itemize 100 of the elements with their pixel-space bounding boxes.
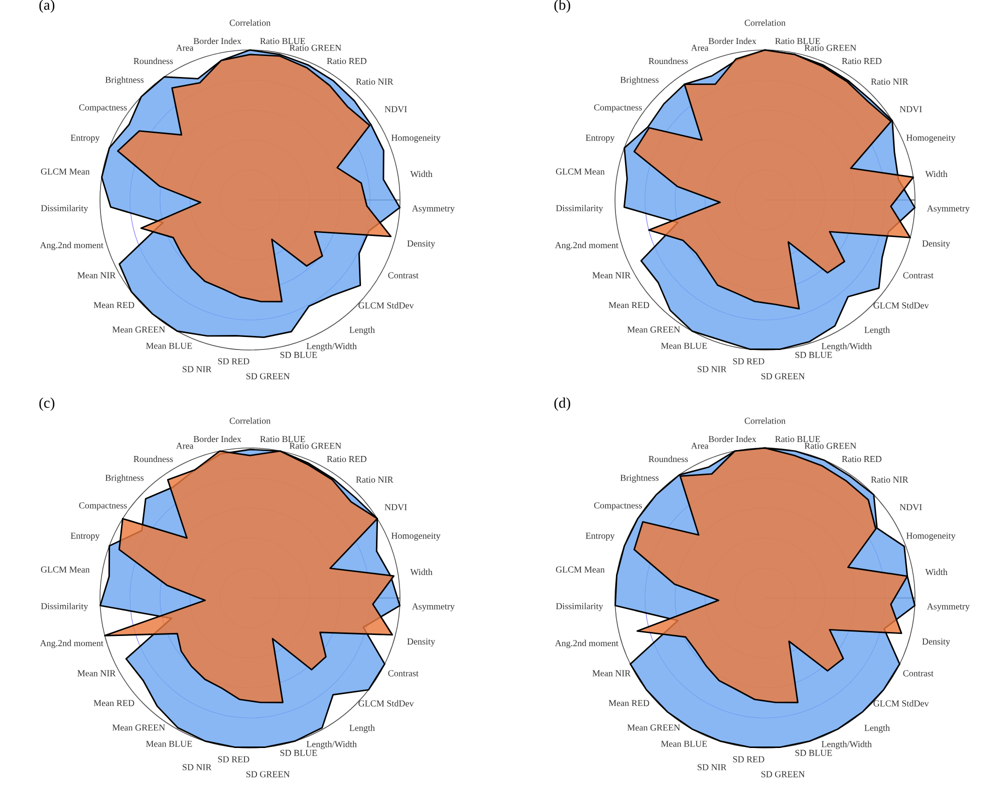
spoke-label: Homogeneity (391, 134, 440, 143)
spoke-label: Mean RED (94, 302, 134, 308)
spoke-label: SD NIR (698, 366, 727, 372)
spoke-label: Ratio RED (842, 58, 882, 64)
spoke-label: Length (864, 724, 890, 733)
spoke-label: Border Index (194, 38, 242, 44)
spoke-label: GLCM StdDev (358, 700, 414, 706)
spoke-label: Ratio GREEN (804, 442, 856, 449)
spoke-label: Density (922, 240, 950, 248)
spoke-label: Contrast (903, 272, 934, 278)
spoke-label: Width (925, 568, 948, 576)
spoke-label: SD GREEN (246, 373, 290, 380)
spoke-label: Ratio BLUE (775, 38, 820, 44)
spoke-label: Width (925, 170, 948, 178)
spoke-label: Dissimilarity (556, 602, 604, 612)
spoke-label: Roundness (648, 456, 688, 462)
spoke-label: Mean BLUE (661, 342, 707, 349)
spoke-label: SD GREEN (246, 771, 290, 778)
spoke-label: Contrast (388, 670, 419, 676)
spoke-label: Ang.2nd moment (555, 242, 618, 250)
spoke-label: GLCM Mean (41, 566, 90, 573)
spoke-label: Ratio RED (326, 456, 366, 462)
spoke-label: Ratio BLUE (775, 436, 820, 442)
spoke-label: Ratio RED (326, 58, 366, 64)
spoke-label: Mean GREEN (112, 724, 166, 731)
spoke-label: Correlation (744, 418, 786, 424)
spoke-label: Asymmetry (926, 205, 970, 214)
spoke-label: Ratio NIR (356, 476, 394, 483)
spoke-label: Roundness (134, 58, 173, 64)
spoke-label: Ang.2nd moment (40, 242, 104, 250)
spoke-label: GLCM StdDev (874, 700, 929, 706)
spoke-label: Border Index (708, 436, 756, 442)
spoke-label: Asymmetry (926, 603, 970, 612)
spoke-label: Dissimilarity (41, 204, 88, 214)
spoke-label: SD RED (733, 756, 764, 762)
spoke-label: Density (407, 638, 436, 646)
spoke-label: Brightness (105, 76, 144, 85)
spoke-label: Density (407, 240, 436, 248)
spoke-label: NDVI (384, 106, 407, 112)
spoke-label: Width (410, 568, 432, 576)
spoke-label: SD BLUE (795, 352, 832, 358)
spoke-label: Length/Width (306, 740, 357, 750)
spoke-label: Homogeneity (391, 532, 440, 541)
spoke-label: Mean NIR (77, 670, 116, 676)
spoke-label: SD BLUE (280, 750, 317, 756)
spoke-label: Mean RED (608, 302, 650, 308)
spoke-label: Width (410, 170, 432, 178)
spoke-label: NDVI (900, 504, 922, 510)
spoke-label: Mean GREEN (627, 326, 680, 333)
spoke-label: SD NIR (698, 764, 727, 770)
spoke-label: SD GREEN (761, 373, 805, 380)
spoke-label: NDVI (384, 504, 407, 510)
spoke-label: Brightness (620, 474, 659, 483)
spoke-label: SD GREEN (761, 771, 805, 778)
spoke-label: Homogeneity (906, 134, 956, 143)
spoke-label: GLCM Mean (556, 168, 605, 175)
spoke-label: Mean RED (94, 700, 134, 706)
spoke-label: Ratio BLUE (260, 436, 306, 442)
spoke-label: Entropy (586, 134, 615, 143)
spoke-label: Length (350, 326, 375, 335)
spoke-label: SD BLUE (795, 750, 832, 756)
spoke-label: Homogeneity (906, 532, 956, 541)
spoke-label: Correlation (230, 418, 271, 424)
spoke-label: SD RED (218, 358, 250, 364)
spoke-label: Correlation (744, 20, 786, 26)
spoke-label: Asymmetry (412, 603, 455, 612)
spoke-label: Ratio NIR (356, 78, 394, 85)
spoke-label: Border Index (194, 436, 242, 442)
spoke-label: Dissimilarity (41, 602, 88, 612)
spoke-label: SD RED (733, 358, 764, 364)
spoke-label: Compactness (79, 104, 127, 112)
spoke-label: Ratio RED (842, 456, 882, 462)
spoke-label: SD NIR (182, 366, 212, 372)
spoke-label: Area (176, 442, 194, 449)
spoke-label: Density (922, 638, 950, 646)
spoke-label: Ang.2nd moment (555, 640, 618, 648)
spoke-label: Dissimilarity (556, 204, 604, 214)
spoke-label: Area (176, 44, 194, 51)
spoke-label: GLCM StdDev (874, 302, 929, 308)
spoke-label: Brightness (620, 76, 659, 85)
spoke-label: Asymmetry (412, 205, 455, 214)
spoke-label: Compactness (594, 502, 642, 510)
spoke-label: SD NIR (182, 764, 212, 770)
spoke-label: Length (864, 326, 890, 335)
spoke-label: GLCM StdDev (358, 302, 414, 308)
spoke-label: Mean BLUE (146, 740, 192, 747)
chart-title: (a) (39, 0, 54, 13)
spoke-label: Entropy (586, 532, 615, 541)
spoke-label: Length (350, 724, 375, 733)
spoke-label: Ratio GREEN (290, 44, 342, 51)
spoke-label: Roundness (134, 456, 173, 462)
spoke-label: Mean RED (608, 700, 650, 706)
spoke-label: Mean GREEN (112, 326, 166, 333)
spoke-label: Mean NIR (77, 272, 116, 278)
spoke-label: Ratio NIR (871, 78, 908, 85)
spoke-label: Contrast (903, 670, 934, 676)
spoke-label: Entropy (70, 134, 100, 143)
spoke-label: Ang.2nd moment (40, 640, 104, 648)
spoke-label: Brightness (105, 474, 144, 483)
spoke-label: Length/Width (306, 342, 357, 352)
